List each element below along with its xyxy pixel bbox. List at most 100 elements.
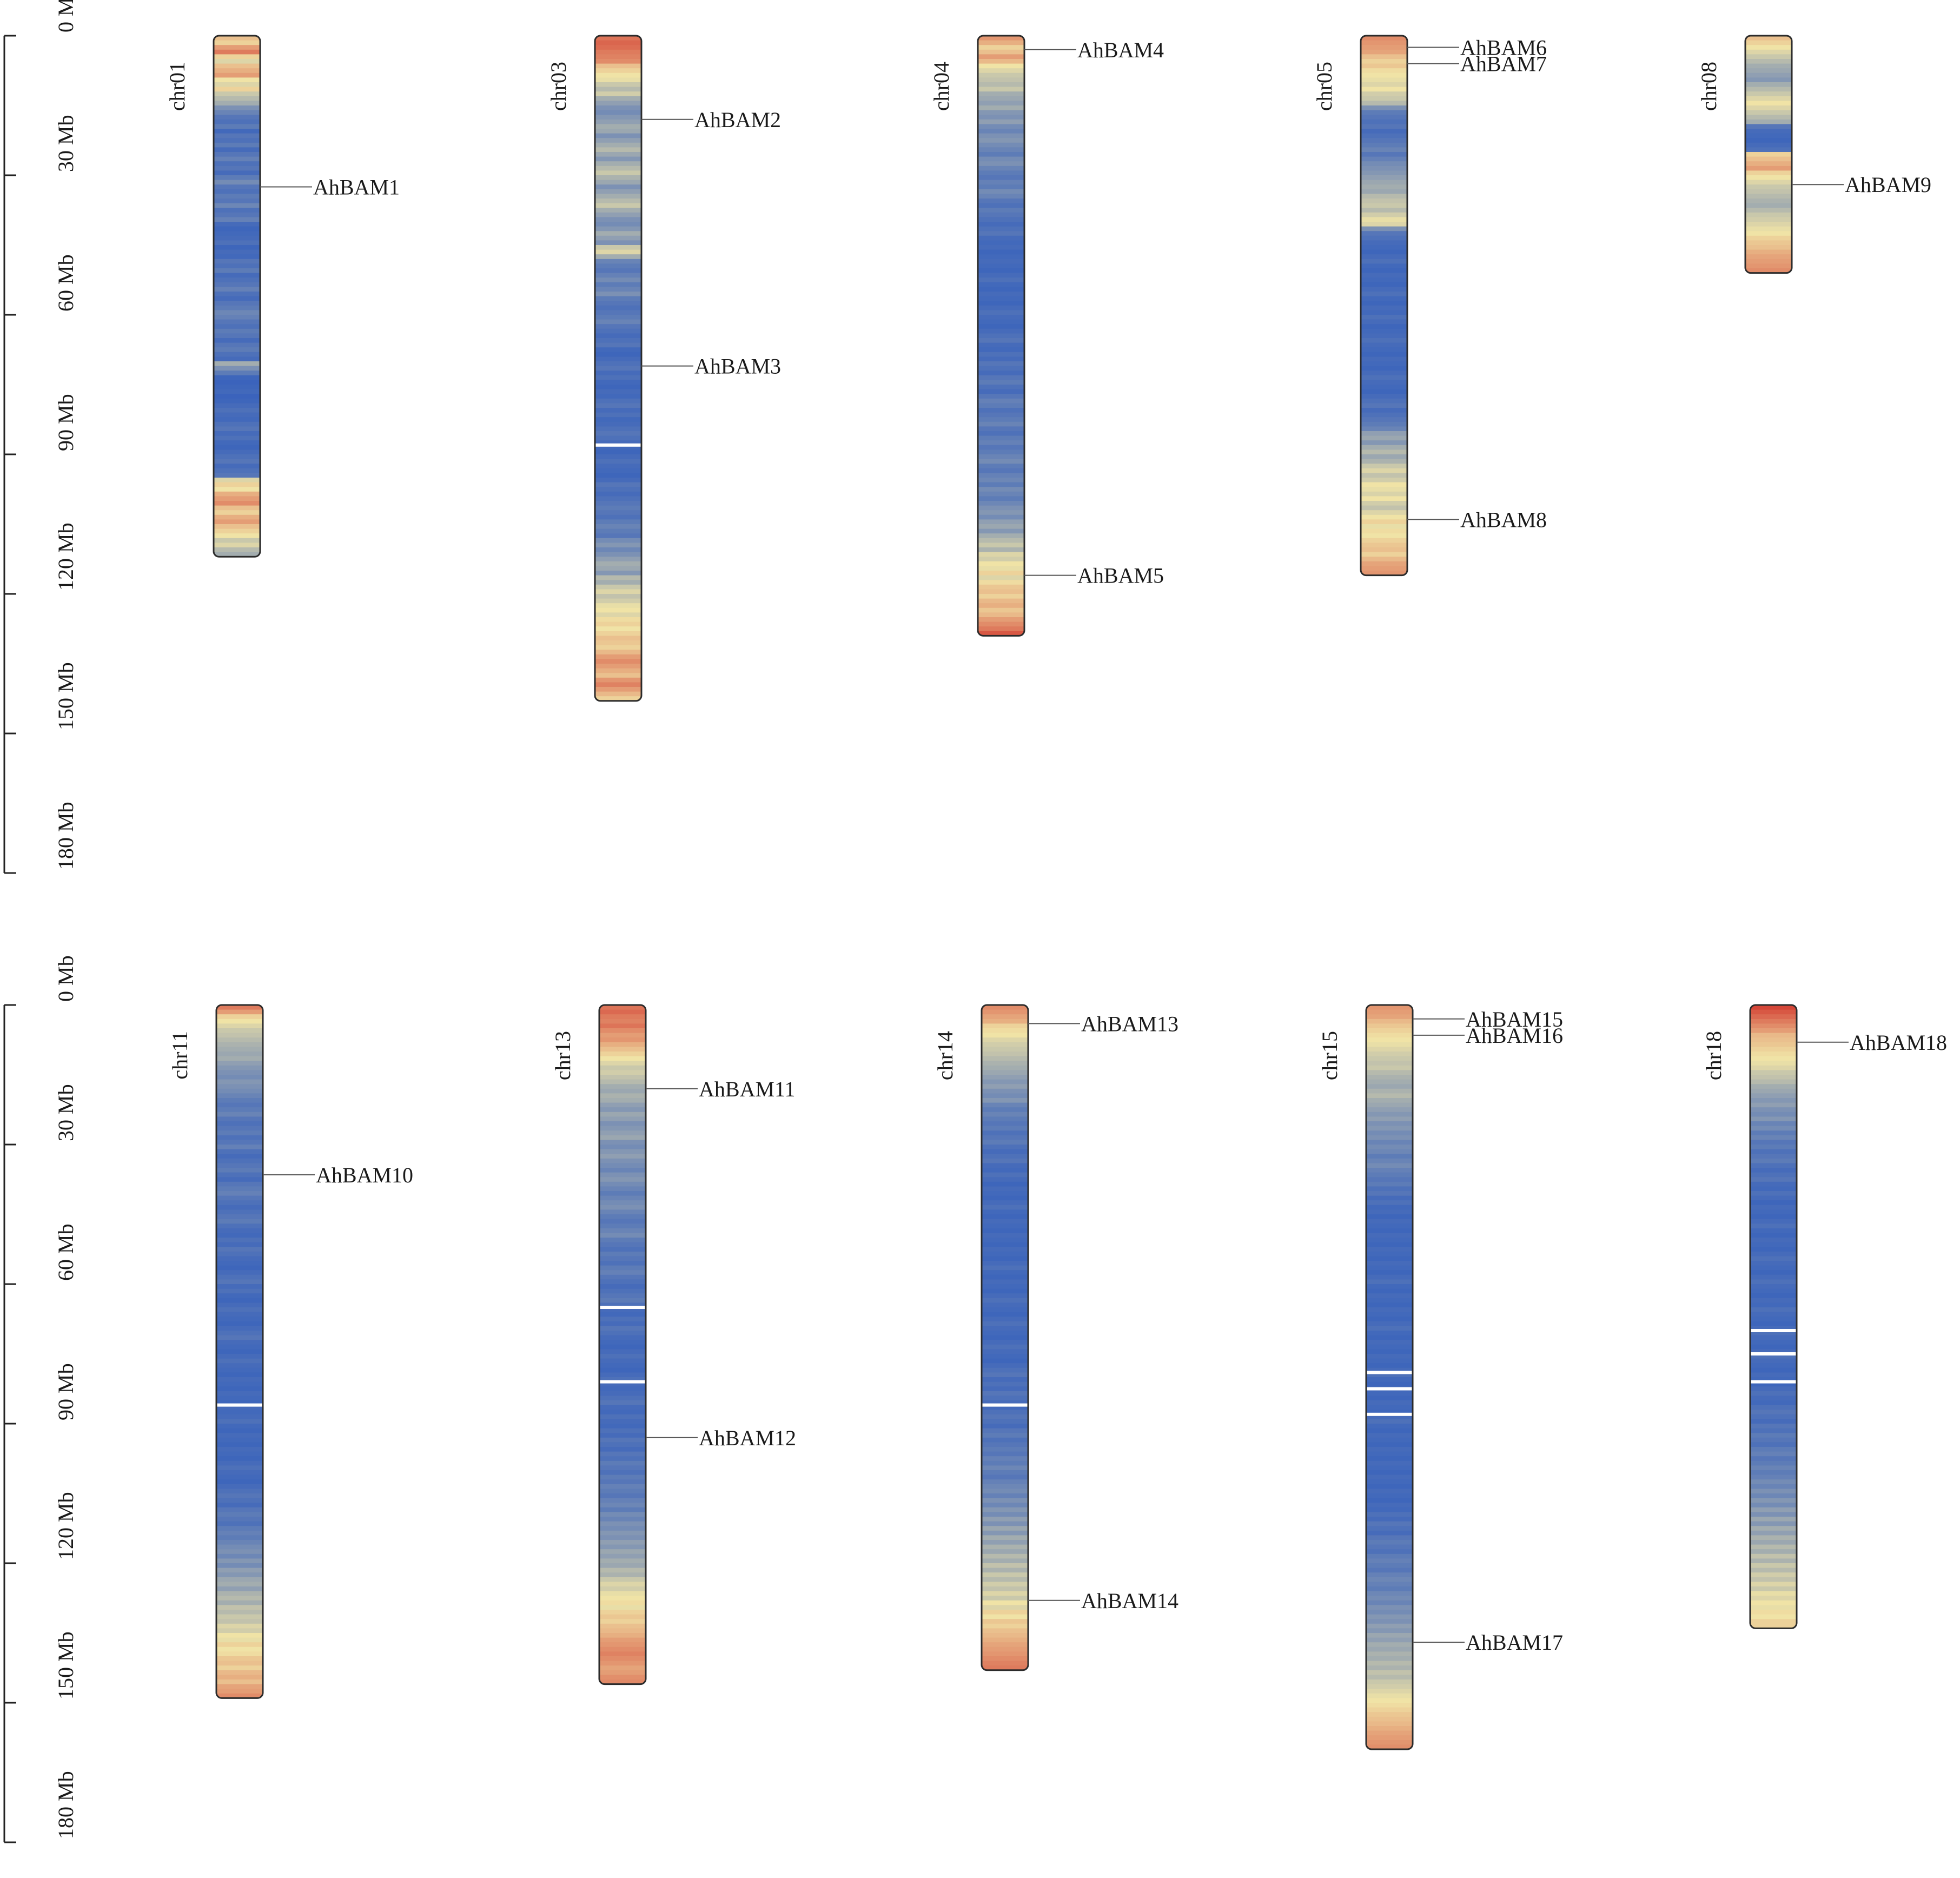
density-band	[978, 277, 1024, 283]
density-band	[216, 1009, 263, 1015]
density-band	[1361, 435, 1407, 441]
density-band	[595, 454, 641, 460]
density-band	[1361, 161, 1407, 167]
density-band	[216, 1028, 263, 1034]
density-band	[1750, 1191, 1797, 1196]
density-band	[595, 305, 641, 311]
density-band	[1366, 1586, 1413, 1592]
density-band	[1366, 1326, 1413, 1331]
density-band	[216, 1428, 263, 1433]
density-band	[982, 1102, 1028, 1108]
density-band	[1361, 110, 1407, 115]
density-band	[216, 1349, 263, 1354]
density-band	[1361, 59, 1407, 64]
density-band	[1745, 115, 1792, 120]
density-band	[214, 445, 260, 451]
density-band	[599, 1633, 646, 1638]
density-band	[595, 385, 641, 390]
density-band	[1366, 1238, 1413, 1243]
density-band	[1361, 249, 1407, 255]
density-band	[1750, 1256, 1797, 1261]
density-band	[1361, 547, 1407, 553]
density-band	[216, 1140, 263, 1145]
density-band	[1366, 1140, 1413, 1145]
density-band	[599, 1242, 646, 1247]
density-band	[599, 1428, 646, 1433]
density-band	[1750, 1130, 1797, 1136]
density-band	[1366, 1205, 1413, 1211]
density-band	[978, 598, 1024, 604]
density-band	[1361, 45, 1407, 50]
gene-label: AhBAM17	[1466, 1630, 1563, 1655]
density-band	[1366, 1093, 1413, 1099]
density-band	[214, 273, 260, 278]
density-band	[1361, 263, 1407, 269]
density-band	[982, 1056, 1028, 1061]
density-band	[982, 1521, 1028, 1526]
density-band	[982, 1651, 1028, 1657]
density-band	[1750, 1228, 1797, 1234]
density-band	[1750, 1247, 1797, 1252]
density-band	[982, 1586, 1028, 1592]
density-bands	[214, 36, 260, 557]
density-band	[978, 49, 1024, 55]
density-band	[978, 594, 1024, 599]
density-band	[978, 259, 1024, 264]
density-band	[216, 1558, 263, 1564]
density-band	[599, 1553, 646, 1559]
density-band	[1750, 1140, 1797, 1145]
density-band	[1750, 1005, 1797, 1010]
density-band	[978, 328, 1024, 334]
density-band	[982, 1279, 1028, 1285]
density-band	[1750, 1484, 1797, 1490]
density-band	[1750, 1168, 1797, 1173]
density-band	[982, 1177, 1028, 1182]
density-band	[978, 110, 1024, 115]
density-band	[214, 487, 260, 492]
density-band	[214, 142, 260, 148]
density-band	[1750, 1381, 1797, 1387]
density-band	[982, 1381, 1028, 1387]
density-band	[1750, 1437, 1797, 1443]
density-band	[1750, 1158, 1797, 1164]
density-band	[595, 152, 641, 157]
density-band	[1750, 1265, 1797, 1271]
density-band	[599, 1451, 646, 1457]
density-band	[214, 342, 260, 348]
density-band	[599, 1145, 646, 1150]
density-band	[978, 589, 1024, 594]
density-band	[982, 1349, 1028, 1354]
density-band	[1361, 421, 1407, 427]
density-band	[216, 1168, 263, 1173]
density-band	[1750, 1610, 1797, 1615]
density-band	[978, 342, 1024, 348]
density-band	[214, 375, 260, 381]
density-band	[595, 561, 641, 567]
density-band	[982, 1005, 1028, 1010]
density-band	[595, 617, 641, 623]
density-band	[1750, 1447, 1797, 1452]
density-band	[1750, 1033, 1797, 1038]
density-band	[216, 1577, 263, 1583]
density-band	[216, 1568, 263, 1573]
density-band	[214, 82, 260, 88]
density-band	[978, 394, 1024, 399]
density-band	[978, 175, 1024, 181]
density-band	[1361, 385, 1407, 390]
density-band	[1366, 1112, 1413, 1117]
density-band	[978, 366, 1024, 371]
density-band	[1361, 566, 1407, 571]
gene-label: AhBAM18	[1850, 1030, 1947, 1055]
density-band	[214, 72, 260, 78]
density-band	[1366, 1665, 1413, 1671]
density-band	[214, 459, 260, 464]
density-band	[1366, 1712, 1413, 1717]
density-band	[214, 49, 260, 55]
density-band	[1750, 1479, 1797, 1485]
density-band	[1366, 1465, 1413, 1471]
density-band	[1361, 417, 1407, 422]
density-band	[1366, 1135, 1413, 1141]
density-band	[595, 417, 641, 422]
chromosome-outline	[977, 35, 1025, 637]
